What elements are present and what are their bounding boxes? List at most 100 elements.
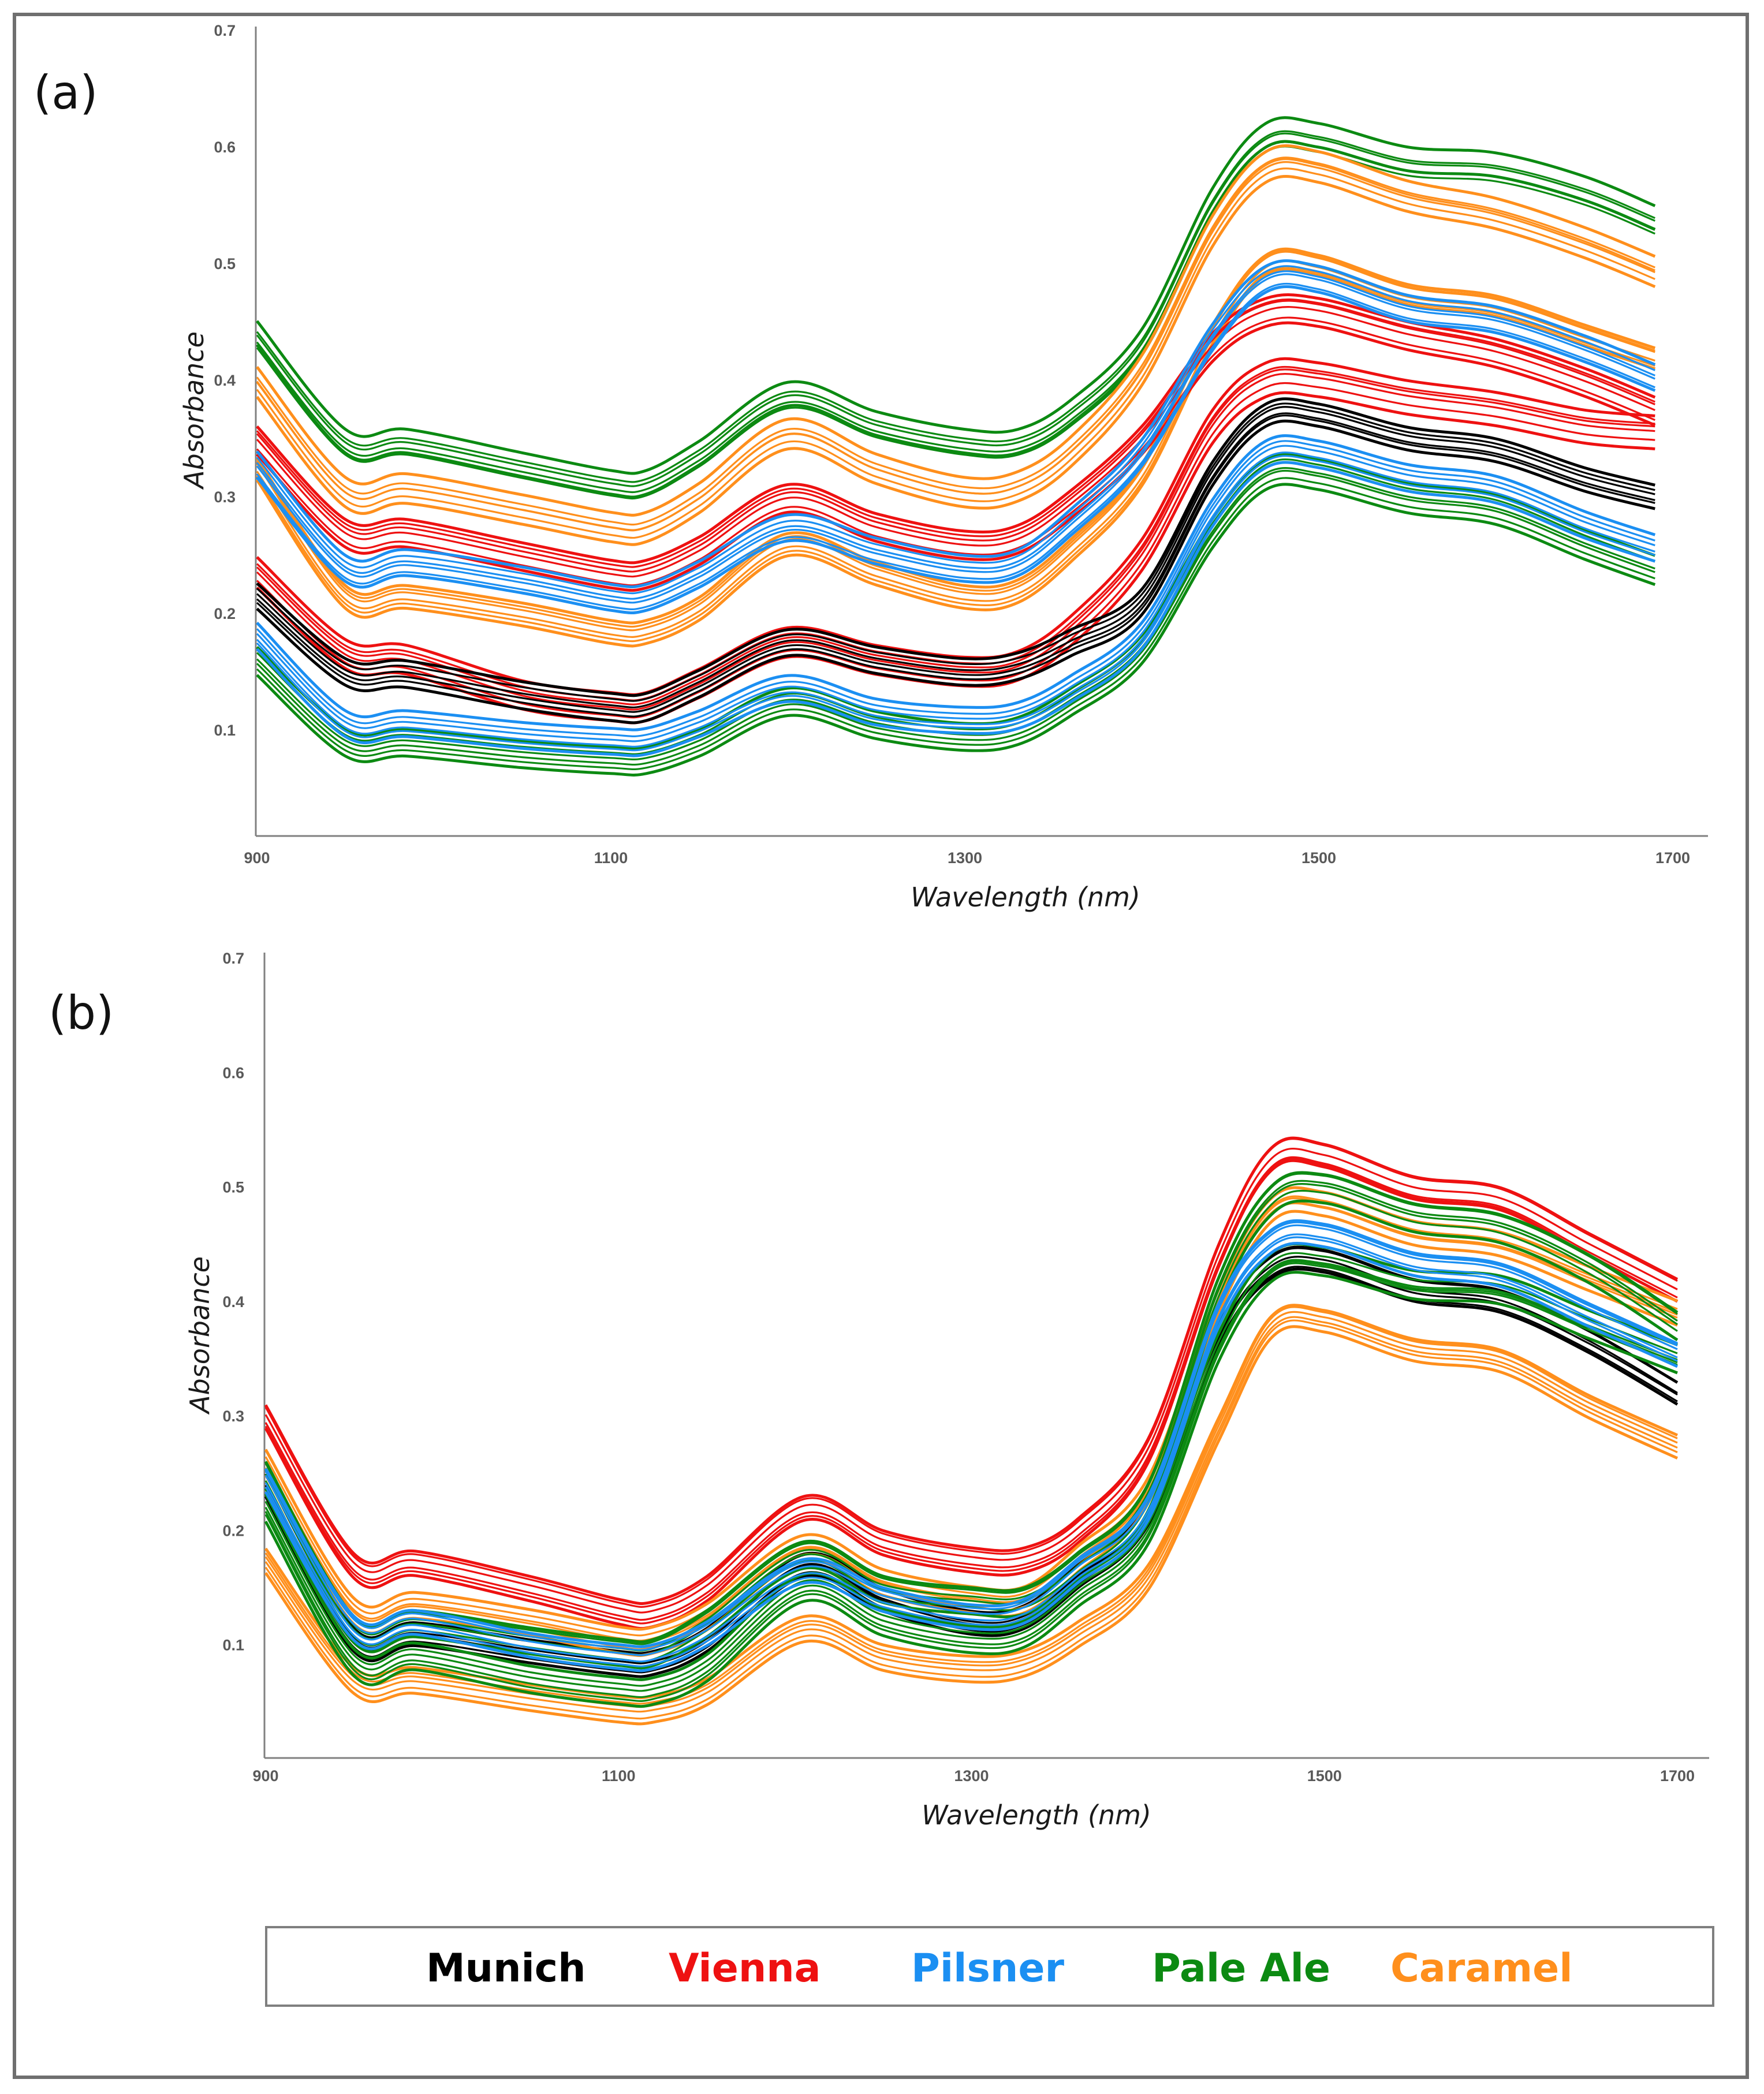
spectrum-line	[256, 156, 1655, 526]
spectrum-line	[256, 116, 1656, 475]
spectrum-line	[264, 1311, 1678, 1708]
spectrum-line	[264, 1241, 1679, 1673]
series-caramel	[256, 144, 1656, 546]
spectrum-line	[264, 1157, 1679, 1630]
spectrum-line	[256, 451, 1655, 748]
y-tick-label: 0.4	[222, 1293, 244, 1311]
y-tick-label: 0.2	[222, 1522, 244, 1539]
spectrum-line	[256, 141, 1655, 494]
spectrum-line	[256, 132, 1655, 487]
y-tick-label: 0.3	[214, 488, 236, 506]
spectrum-line	[264, 1160, 1678, 1625]
legend-item-munich: Munich	[426, 1946, 586, 1991]
spectrum-line	[256, 175, 1656, 546]
x-axis-label-b: Wavelength (nm)	[922, 1800, 1151, 1831]
spectrum-line	[256, 461, 1656, 757]
spectrum-line	[264, 1259, 1678, 1692]
spectrum-line	[256, 419, 1655, 725]
series-munich	[256, 397, 1655, 725]
spectrum-line	[264, 1224, 1678, 1656]
panel-label-a: (a)	[33, 66, 98, 120]
x-tick-label: 1100	[602, 1767, 636, 1785]
spectrum-line	[255, 247, 1656, 625]
series-pilsner	[256, 434, 1656, 757]
spectrum-line	[264, 1233, 1678, 1663]
series-vienna	[264, 1136, 1679, 1630]
spectrum-line	[264, 1262, 1678, 1703]
x-tick-label: 1300	[948, 849, 982, 867]
spectrum-line	[264, 1179, 1678, 1652]
spectrum-line	[264, 1260, 1678, 1699]
x-tick-label: 1700	[1655, 849, 1690, 867]
spectrum-line	[256, 316, 1655, 587]
y-tick-label: 0.5	[214, 255, 236, 273]
series-pale-ale	[256, 116, 1656, 500]
spectrum-line	[256, 161, 1655, 531]
x-tick-label: 1500	[1301, 849, 1336, 867]
spectrum-line	[256, 415, 1655, 718]
spectrum-line	[264, 1271, 1678, 1708]
spectrum-line	[256, 406, 1655, 708]
spectrum-line	[264, 1242, 1678, 1681]
y-axis-label-b: Absorbance	[184, 1256, 215, 1415]
spectrum-line	[256, 300, 1655, 573]
spectrum-line	[256, 469, 1655, 766]
spectrum-line	[264, 1171, 1679, 1644]
spectrum-line	[256, 434, 1656, 731]
spectrum-line	[256, 440, 1655, 737]
spectrum-line	[264, 1319, 1678, 1720]
spectrum-line	[256, 270, 1655, 600]
y-tick-label: 0.1	[222, 1637, 244, 1654]
legend-item-caramel: Caramel	[1390, 1946, 1573, 1991]
series-vienna	[256, 293, 1656, 592]
x-tick-label: 1100	[594, 849, 628, 867]
series-caramel	[255, 247, 1656, 648]
figure-frame	[13, 13, 1749, 2079]
spectrum-line	[264, 1260, 1678, 1664]
y-tick-label: 0.2	[214, 605, 236, 622]
y-tick-label: 0.3	[222, 1408, 244, 1425]
spectrum-line	[264, 1267, 1679, 1678]
series-pilsner	[256, 259, 1656, 615]
spectrum-line	[256, 285, 1656, 615]
spectrum-line	[264, 1236, 1678, 1667]
spectrum-line	[256, 412, 1655, 713]
y-tick-label: 0.4	[214, 372, 236, 389]
spectrum-line	[256, 250, 1655, 628]
spectrum-line	[256, 458, 1655, 755]
spectrum-line	[256, 455, 1655, 752]
spectrum-line	[264, 1136, 1679, 1606]
spectrum-line	[264, 1304, 1679, 1700]
spectrum-line	[264, 1221, 1678, 1651]
spectrum-line	[256, 402, 1655, 702]
series-pilsner	[264, 1219, 1679, 1673]
spectrum-line	[256, 259, 1656, 589]
spectrum-line	[256, 266, 1655, 643]
spectrum-line	[256, 273, 1655, 604]
panel-label-b: (b)	[49, 986, 114, 1040]
spectrum-line	[264, 1197, 1678, 1645]
spectrum-line	[264, 1219, 1679, 1648]
chart-panel-a: (a) Absorbance Wavelength (nm) 0.1 0.2 0.3…	[33, 22, 1708, 913]
legend-item-vienna: Vienna	[669, 1946, 821, 1991]
spectrum-line	[256, 306, 1655, 578]
spectrum-line	[256, 477, 1655, 771]
x-axis-label-a: Wavelength (nm)	[911, 882, 1140, 913]
spectrum-line	[264, 1199, 1679, 1670]
spectrum-line	[256, 140, 1656, 499]
series-caramel	[264, 1304, 1679, 1726]
y-axis-label-a: Absorbance	[178, 331, 210, 490]
x-tick-label: 1300	[954, 1767, 989, 1785]
spectrum-line	[264, 1201, 1678, 1642]
spectrum-line	[256, 445, 1655, 742]
legend-item-pilsner: Pilsner	[911, 1946, 1064, 1991]
spectrum-line	[264, 1325, 1679, 1726]
spectrum-line	[256, 321, 1656, 592]
spectrum-line	[256, 483, 1656, 777]
y-tick-label: 0.6	[214, 139, 236, 156]
spectrum-line	[264, 1252, 1678, 1687]
spectrum-line	[256, 130, 1655, 483]
spectrum-line	[256, 265, 1655, 595]
spectrum-line	[264, 1195, 1678, 1637]
